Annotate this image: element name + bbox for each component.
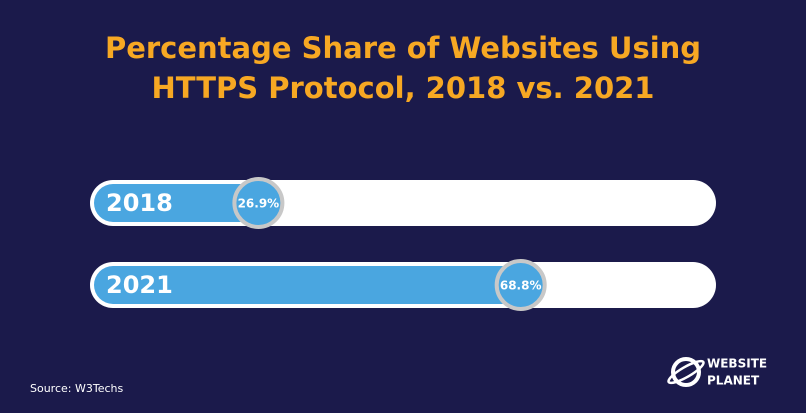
chart-title: Percentage Share of Websites Using HTTPS… (104, 31, 702, 105)
logo-ring (667, 359, 705, 385)
source: Source: W3Techs (30, 382, 123, 395)
bar (94, 184, 259, 222)
brand-line: PLANET (707, 374, 760, 388)
category-label: 2018 (106, 189, 173, 217)
bar (94, 266, 521, 304)
logo-planet (671, 357, 701, 387)
category-label: 2021 (106, 271, 173, 299)
brand-logo: WEBSITE PLANET (667, 357, 767, 388)
brand-line: WEBSITE (707, 357, 767, 371)
value-marker (494, 259, 547, 311)
value-label: 26.9% (238, 197, 280, 211)
value-marker (232, 177, 285, 229)
value-label: 68.8% (500, 279, 542, 293)
